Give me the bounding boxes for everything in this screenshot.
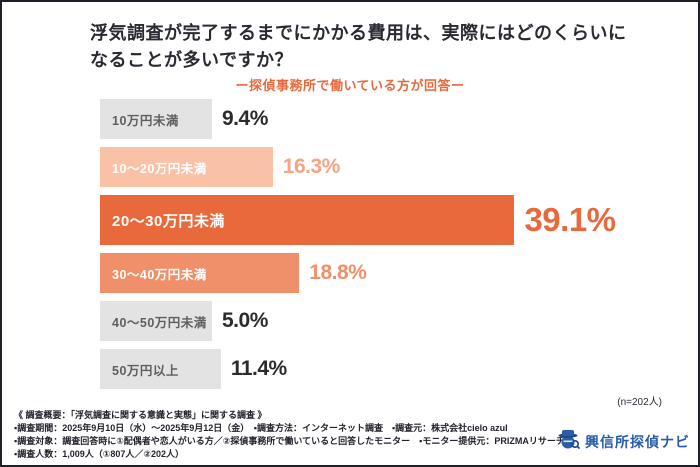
bar-value-label: 5.0% [222, 309, 268, 332]
chart-row: 10万円未満 9.4% [100, 99, 690, 139]
bar-value-label: 16.3% [282, 155, 341, 178]
survey-count-line: ▪調査人数：1,009人（①807人／②202人） [14, 449, 184, 459]
detective-icon [558, 428, 581, 455]
bar-category-label: 40〜50万円未満 [112, 315, 207, 330]
chart-title-line1: 浮気調査が完了するまでにかかる費用は、実際にはどのくらいに [90, 23, 627, 43]
chart-row: 20〜30万円未満 39.1% [100, 195, 690, 245]
bar-value-label: 18.8% [309, 261, 367, 284]
chart-row: 50万円以上 11.4% [100, 349, 690, 389]
chart-row: 40〜50万円未満 5.0% [100, 301, 690, 341]
bar-category-label: 10万円未満 [112, 113, 179, 128]
chart-title: 浮気調査が完了するまでにかかる費用は、実際にはどのくらいに なることが多いですか… [90, 20, 627, 74]
bar-category-label: 20〜30万円未満 [112, 212, 225, 230]
bar-value-label: 9.4% [222, 107, 268, 130]
survey-overview-line: 《 調査概要：「浮気調査に関する意識と実態」に関する調査 》 [14, 410, 267, 420]
brand-logo: 興信所探偵ナビ [558, 428, 690, 455]
sample-size-note: (n=202人) [617, 397, 662, 408]
survey-period-line: ▪調査期間：2025年9月10日（水）〜2025年9月12日（金） ▪調査方法：… [14, 423, 508, 433]
bar: 10万円未満 [100, 99, 212, 139]
brand-name: 興信所探偵ナビ [585, 433, 690, 450]
chart-row: 30〜40万円未満 18.8% [100, 253, 690, 293]
chart-subtitle: ー探偵事務所で働いている方が回答ー [235, 78, 465, 93]
bar: 40〜50万円未満 [100, 301, 212, 341]
bar-category-label: 50万円以上 [112, 363, 179, 378]
bar-value-label: 11.4% [230, 357, 287, 380]
bar: 50万円以上 [100, 349, 221, 389]
bar: 30〜40万円未満 [100, 253, 300, 293]
bar-value-label: 39.1% [524, 201, 616, 238]
bar: 20〜30万円未満 [100, 195, 515, 245]
bar-chart: 10万円未満 9.4% 10〜20万円未満 16.3% 20〜30万円未満 39.1% 30… [100, 99, 690, 397]
chart-row: 10〜20万円未満 16.3% [100, 147, 690, 187]
bar-category-label: 30〜40万円未満 [112, 267, 207, 282]
bar-category-label: 10〜20万円未満 [112, 161, 207, 176]
bar: 10〜20万円未満 [100, 147, 273, 187]
survey-target-line: ▪調査対象：調査回答時に①配偶者や恋人がいる方／②探偵事務所で働いていると回答し… [14, 436, 565, 446]
chart-title-line2: なることが多いですか？ [90, 50, 293, 70]
survey-footer: 《 調査概要：「浮気調査に関する意識と実態」に関する調査 》 ▪調査期間：202… [14, 409, 565, 461]
